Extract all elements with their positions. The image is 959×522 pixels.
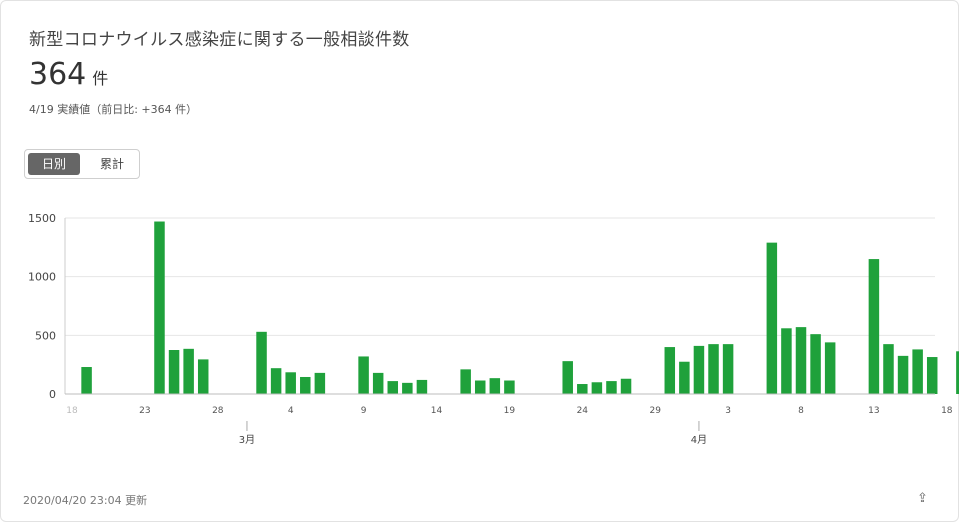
share-icon[interactable]: ⇪ [917, 491, 928, 506]
bar [606, 381, 617, 394]
x-tick-label: 23 [139, 406, 150, 416]
bar [679, 361, 690, 394]
headline-subtitle: 4/19 実績値（前日比: +364 件） [29, 103, 198, 116]
bar [285, 372, 296, 394]
updated-timestamp: 2020/04/20 23:04 更新 [23, 494, 148, 507]
bar [766, 242, 778, 394]
x-tick-label: 18 [66, 406, 78, 416]
bar [183, 348, 194, 394]
y-tick-label: 500 [35, 329, 56, 342]
bar [912, 349, 923, 394]
chart-x-axis: 18 23 28 4 9 14 19 24 29 3 8 13 18 3月 4月 [65, 393, 953, 446]
bar [504, 380, 515, 394]
y-tick-label: 0 [49, 388, 56, 401]
x-tick-label: 4 [288, 406, 294, 416]
bar [591, 382, 603, 394]
bar [402, 382, 413, 394]
view-toggle: 日別 累計 [24, 149, 140, 179]
bar [620, 378, 632, 394]
headline-number: 364 [29, 57, 87, 92]
bar [358, 356, 369, 394]
x-tick-label: 19 [504, 406, 516, 416]
x-tick-label: 29 [649, 406, 661, 416]
bar [197, 359, 209, 394]
bar [562, 361, 573, 394]
bar [708, 344, 719, 394]
bar [474, 380, 486, 394]
bar [372, 372, 384, 394]
bar [460, 369, 471, 394]
x-tick-label: 8 [798, 406, 804, 416]
bar [897, 355, 909, 394]
bar [824, 342, 836, 394]
bar [154, 221, 165, 394]
x-tick-label: 3 [725, 406, 731, 416]
bar [416, 379, 428, 394]
bar [926, 357, 938, 394]
bar [168, 350, 180, 394]
x-tick-label: 28 [212, 406, 224, 416]
bar [693, 345, 705, 394]
y-tick-label: 1000 [28, 271, 56, 284]
month-label: 3月 [239, 434, 255, 446]
bar [577, 384, 588, 394]
x-tick-label: 13 [868, 406, 879, 416]
bar [300, 376, 311, 394]
x-tick-label: 14 [431, 406, 443, 416]
bar [314, 372, 326, 394]
x-tick-label: 24 [577, 406, 589, 416]
bar [664, 347, 676, 394]
x-tick-label: 9 [361, 406, 367, 416]
bar [387, 381, 399, 394]
x-tick-label: 18 [941, 406, 953, 416]
headline-unit: 件 [92, 69, 109, 88]
daily-button[interactable]: 日別 [28, 153, 80, 175]
bar [489, 378, 501, 394]
chart-bars [81, 221, 959, 394]
bar [868, 259, 880, 394]
headline-value: 364 件 [29, 57, 108, 92]
bar [256, 331, 267, 394]
bar [81, 367, 92, 394]
bar [722, 344, 734, 394]
bar [781, 328, 792, 394]
bar [956, 351, 959, 394]
y-tick-label: 1500 [28, 212, 56, 225]
bar [795, 327, 807, 394]
bar [883, 344, 894, 394]
bar-chart: 0 500 1000 1500 18 23 28 4 9 14 19 24 29 3 8 13 18 3月 4月 [28, 212, 959, 446]
month-label: 4月 [691, 434, 707, 446]
bar [270, 368, 282, 394]
page-title: 新型コロナウイルス感染症に関する一般相談件数 [29, 30, 410, 50]
cumulative-button[interactable]: 累計 [99, 157, 124, 171]
bar [810, 334, 821, 394]
